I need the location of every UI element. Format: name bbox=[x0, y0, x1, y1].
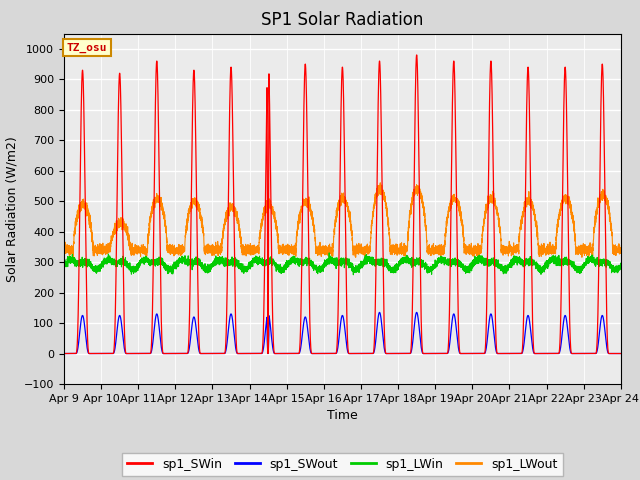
sp1_SWin bbox=[587, 351, 595, 357]
X-axis label: Time: Time bbox=[327, 409, 358, 422]
sp1_LWout bbox=[376, 180, 384, 186]
sp1_LWout bbox=[324, 248, 332, 253]
Line: sp1_SWin: sp1_SWin bbox=[64, 55, 621, 354]
sp1_LWin bbox=[349, 272, 357, 277]
sp1_SWout bbox=[594, 347, 602, 352]
sp1_SWout bbox=[60, 351, 68, 357]
sp1_SWout bbox=[483, 341, 491, 347]
sp1_SWout bbox=[617, 351, 625, 357]
sp1_SWin bbox=[250, 351, 257, 357]
sp1_SWin bbox=[617, 351, 625, 357]
sp1_LWout bbox=[587, 249, 595, 255]
sp1_SWout bbox=[324, 351, 332, 357]
Line: sp1_LWin: sp1_LWin bbox=[64, 253, 621, 275]
Title: SP1 Solar Radiation: SP1 Solar Radiation bbox=[261, 11, 424, 29]
sp1_LWin bbox=[617, 262, 625, 268]
sp1_SWin bbox=[594, 329, 602, 335]
sp1_SWin bbox=[483, 299, 491, 305]
sp1_LWin bbox=[594, 261, 602, 267]
sp1_LWin bbox=[324, 258, 332, 264]
Line: sp1_SWout: sp1_SWout bbox=[64, 312, 621, 354]
sp1_SWout bbox=[467, 351, 475, 357]
sp1_LWin bbox=[325, 250, 333, 256]
Y-axis label: Solar Radiation (W/m2): Solar Radiation (W/m2) bbox=[5, 136, 19, 282]
Text: TZ_osu: TZ_osu bbox=[67, 42, 108, 53]
sp1_LWin bbox=[467, 261, 475, 267]
sp1_LWin bbox=[587, 256, 595, 262]
Line: sp1_LWout: sp1_LWout bbox=[64, 183, 621, 259]
sp1_LWout bbox=[483, 202, 491, 208]
sp1_LWout bbox=[250, 244, 257, 250]
sp1_SWout bbox=[587, 351, 595, 357]
sp1_SWin bbox=[467, 351, 475, 357]
sp1_LWin bbox=[60, 262, 68, 267]
sp1_LWout bbox=[594, 204, 602, 209]
sp1_LWout bbox=[66, 256, 74, 262]
sp1_SWout bbox=[250, 351, 257, 357]
sp1_SWout bbox=[376, 310, 383, 315]
sp1_LWout bbox=[467, 248, 475, 253]
Legend: sp1_SWin, sp1_SWout, sp1_LWin, sp1_LWout: sp1_SWin, sp1_SWout, sp1_LWin, sp1_LWout bbox=[122, 453, 563, 476]
sp1_LWout bbox=[617, 248, 625, 254]
sp1_SWin bbox=[324, 351, 332, 357]
sp1_LWin bbox=[483, 256, 491, 262]
sp1_LWin bbox=[250, 258, 257, 264]
sp1_SWin bbox=[413, 52, 420, 58]
sp1_LWout bbox=[60, 249, 68, 254]
sp1_SWin bbox=[60, 351, 68, 357]
